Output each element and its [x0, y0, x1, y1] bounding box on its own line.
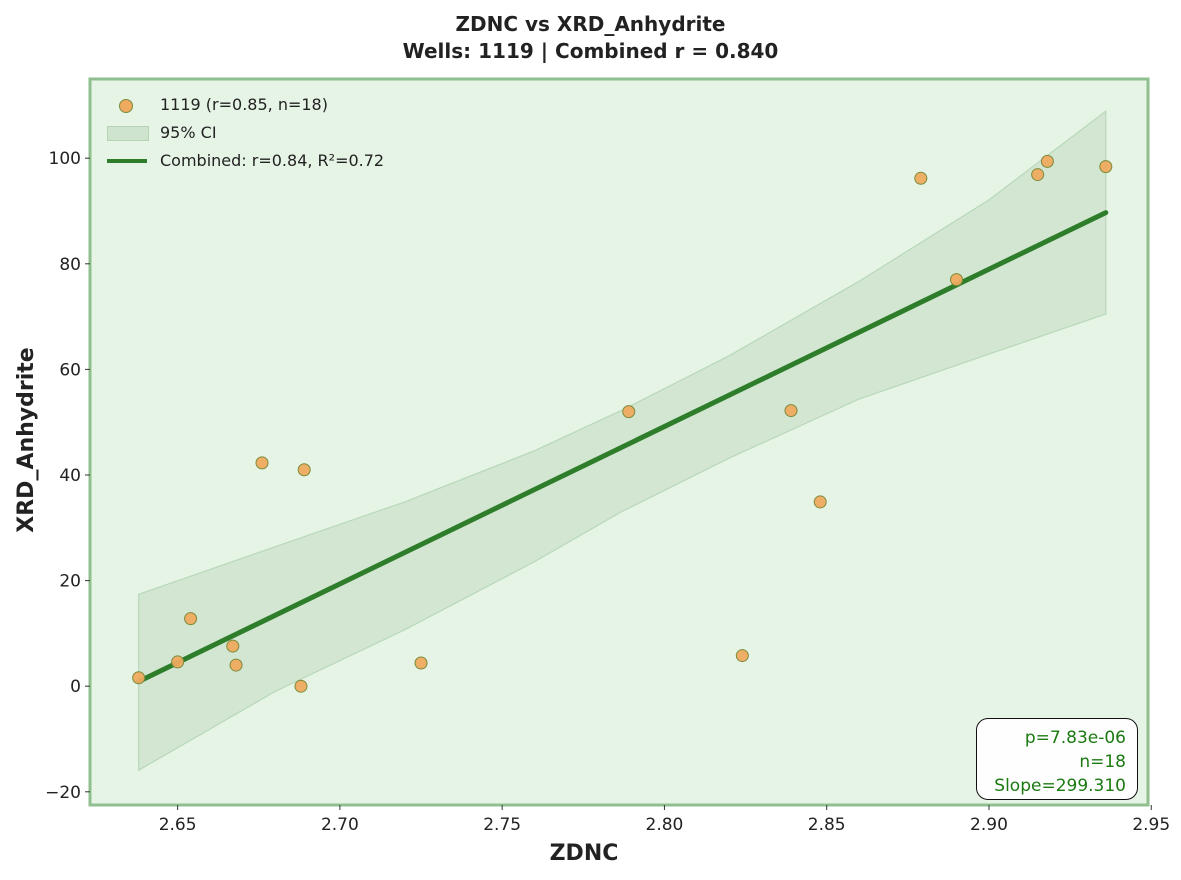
- legend-band-icon: [107, 126, 149, 141]
- y-tick-label: 100: [49, 149, 81, 169]
- legend-item-fit: Combined: r=0.84, R²=0.72: [104, 149, 414, 173]
- y-tick-label: 40: [59, 466, 81, 486]
- data-point: [914, 171, 928, 185]
- x-tick-label: 2.85: [808, 815, 846, 835]
- x-tick-label: 2.65: [159, 815, 197, 835]
- legend-item-ci: 95% CI: [104, 121, 414, 145]
- n-text: n=18: [1079, 752, 1126, 772]
- y-tick-label: −20: [45, 783, 81, 803]
- p-value-text: p=7.83e-06: [1024, 728, 1126, 748]
- data-point: [1099, 160, 1113, 174]
- legend-item-scatter: 1119 (r=0.85, n=18): [104, 93, 414, 117]
- ci-band: [138, 109, 1107, 772]
- data-point: [171, 655, 185, 669]
- y-tick-label: 60: [59, 360, 81, 380]
- legend-line-icon: [107, 159, 147, 163]
- legend-label-scatter: 1119 (r=0.85, n=18): [160, 95, 328, 114]
- data-point: [297, 463, 311, 477]
- data-point: [294, 679, 308, 693]
- legend-label-ci: 95% CI: [160, 123, 217, 142]
- data-point: [1031, 168, 1045, 182]
- x-tick-label: 2.75: [483, 815, 521, 835]
- data-point: [1040, 154, 1054, 168]
- data-point: [132, 671, 146, 685]
- data-point: [950, 273, 964, 287]
- legend-marker-icon: [119, 99, 133, 113]
- data-point: [735, 649, 749, 663]
- data-point: [226, 639, 240, 653]
- y-tick-label: 20: [59, 572, 81, 592]
- stats-box: p=7.83e-06 n=18 Slope=299.310: [976, 718, 1138, 800]
- data-point: [229, 658, 243, 672]
- x-tick-label: 2.95: [1132, 815, 1170, 835]
- y-tick-label: 80: [59, 255, 81, 275]
- legend-label-fit: Combined: r=0.84, R²=0.72: [160, 151, 385, 170]
- data-point: [255, 456, 269, 470]
- data-point: [622, 405, 636, 419]
- chart-title: ZDNC vs XRD_Anhydrite: [455, 12, 726, 36]
- data-point: [813, 495, 827, 509]
- legend: 1119 (r=0.85, n=18) 95% CI Combined: r=0…: [104, 92, 414, 174]
- fit-line: [136, 210, 1109, 684]
- x-tick-label: 2.80: [646, 815, 684, 835]
- y-tick-label: 0: [70, 677, 81, 697]
- data-point: [414, 656, 428, 670]
- x-axis-label: ZDNC: [550, 841, 619, 866]
- y-axis-label: XRD_Anhydrite: [14, 347, 39, 532]
- x-tick-label: 2.70: [321, 815, 359, 835]
- data-point: [184, 612, 198, 626]
- plot-frame: [88, 77, 1150, 807]
- data-point: [784, 404, 798, 418]
- x-tick-label: 2.90: [970, 815, 1008, 835]
- chart-subtitle: Wells: 1119 | Combined r = 0.840: [402, 39, 779, 63]
- slope-text: Slope=299.310: [994, 776, 1126, 796]
